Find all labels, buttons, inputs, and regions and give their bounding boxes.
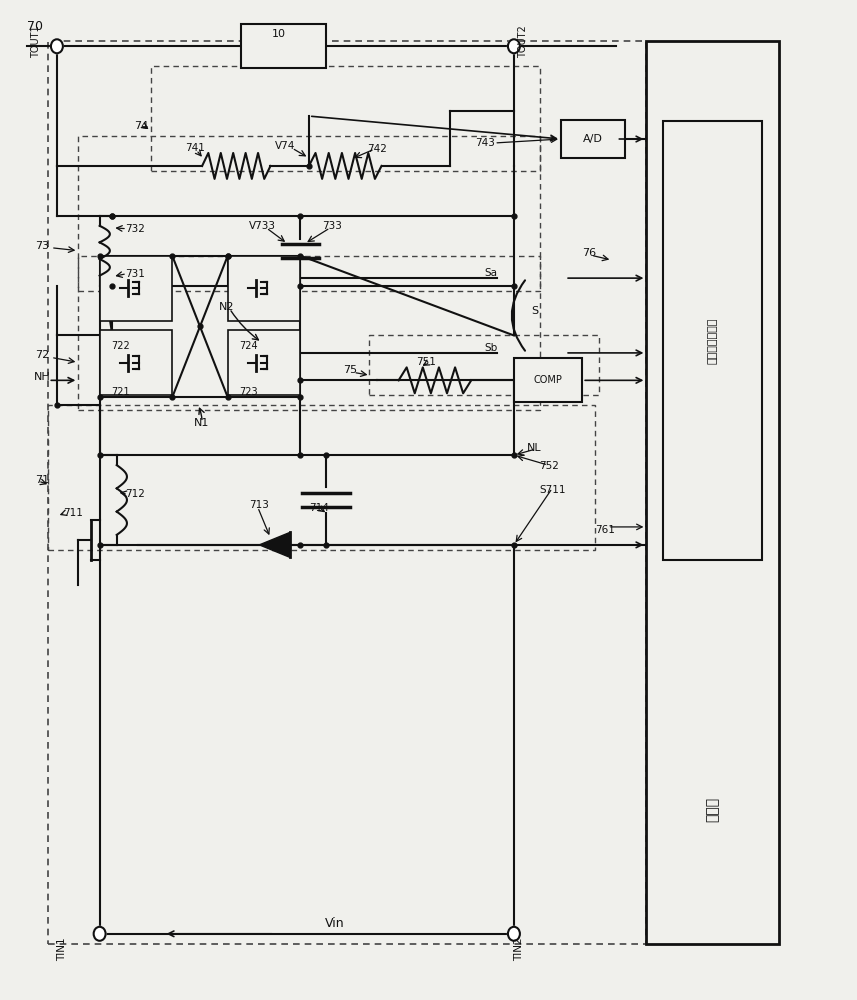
Text: S: S [531,306,538,316]
Text: A/D: A/D [583,134,602,144]
Bar [663,121,762,560]
Polygon shape [260,532,291,557]
Text: 761: 761 [595,525,615,535]
Text: V74: V74 [275,141,295,151]
Text: 722: 722 [111,341,129,351]
Text: 724: 724 [239,341,257,351]
Bar [228,330,300,395]
Text: Sa: Sa [484,268,497,278]
Bar [48,405,595,550]
Text: 71: 71 [35,475,50,485]
Text: 723: 723 [239,387,257,397]
Circle shape [51,39,63,53]
Text: 控制部: 控制部 [705,797,720,822]
Text: 721: 721 [111,387,129,397]
Text: 752: 752 [540,461,560,471]
Text: 751: 751 [416,357,435,367]
Text: 75: 75 [343,365,357,375]
Text: 電圧控制振盪器: 電圧控制振盪器 [708,317,717,364]
Text: COMP: COMP [534,375,562,385]
Bar [228,256,300,321]
Text: V733: V733 [249,221,276,231]
Text: 733: 733 [321,221,342,231]
Bar [99,256,172,321]
Text: TOUT1: TOUT1 [32,25,41,58]
Text: TIN2: TIN2 [514,937,524,961]
Bar [241,24,326,68]
Bar [78,256,540,410]
Text: 741: 741 [185,143,205,153]
Bar [369,335,599,395]
Text: 711: 711 [63,508,83,518]
Text: N1: N1 [194,418,209,428]
Bar [99,330,172,395]
Text: 70: 70 [27,20,43,33]
Text: 731: 731 [125,269,145,279]
Text: 713: 713 [249,500,269,510]
Text: 712: 712 [125,489,145,499]
Text: TIN1: TIN1 [57,937,67,961]
Text: N2: N2 [219,302,235,312]
Text: 742: 742 [367,144,387,154]
Circle shape [93,927,105,941]
Text: TOUT2: TOUT2 [518,25,528,58]
Circle shape [508,39,520,53]
Text: Vin: Vin [325,917,345,930]
Bar [78,136,540,291]
Text: NL: NL [527,443,542,453]
Text: S711: S711 [540,485,566,495]
Text: 714: 714 [309,503,329,513]
Bar [151,66,540,171]
Circle shape [508,927,520,941]
Text: NH: NH [33,372,51,382]
Bar [560,120,625,158]
Text: Sb: Sb [484,343,497,353]
Text: 73: 73 [35,241,50,251]
Bar [646,41,779,944]
Text: 10: 10 [272,29,286,39]
Text: 732: 732 [125,224,145,234]
Bar [48,41,646,944]
Text: 743: 743 [476,138,495,148]
Text: 72: 72 [35,350,50,360]
Text: 74: 74 [134,121,148,131]
Bar [514,358,582,402]
Text: 76: 76 [582,248,596,258]
